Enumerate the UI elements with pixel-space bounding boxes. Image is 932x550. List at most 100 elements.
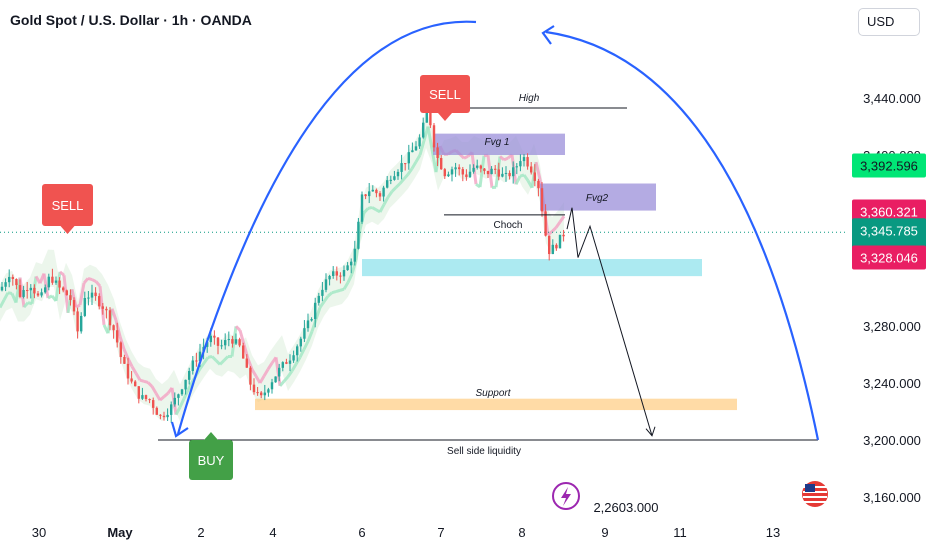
trend-line-segment	[134, 372, 142, 381]
candle-body	[332, 271, 335, 276]
candle-body	[249, 367, 252, 385]
candle-body	[227, 339, 230, 341]
trend-line-segment	[82, 277, 90, 285]
candle-body	[26, 290, 29, 292]
trend-line-segment	[522, 174, 530, 182]
candle-body	[123, 357, 126, 364]
sell-signal-1-pointer	[60, 226, 75, 234]
candle-body	[238, 339, 241, 346]
trend-line-segment	[139, 378, 145, 383]
trend-line-segment	[378, 203, 386, 213]
x-tick-label: 6	[358, 525, 365, 540]
sell-signal-2-box	[420, 75, 470, 113]
trend-line-segment	[242, 344, 250, 360]
trend-line-segment	[266, 362, 274, 371]
sell-signal-2-pointer	[438, 113, 452, 121]
trend-line-segment	[503, 156, 509, 162]
trend-line-segment	[207, 355, 213, 359]
trend-line-segment	[98, 285, 106, 326]
candle-body	[508, 172, 511, 177]
y-tick-label: 3,160.000	[863, 490, 921, 505]
buy-signal-box	[189, 440, 233, 480]
candle-body	[342, 270, 346, 277]
candle-body	[321, 289, 324, 296]
candle-body	[414, 146, 418, 151]
candle-body	[101, 306, 104, 309]
candle-body	[116, 330, 119, 343]
candle-body	[515, 166, 518, 168]
candle-body	[54, 280, 58, 283]
trend-line-segment	[426, 126, 434, 150]
trend-line-segment	[398, 177, 406, 185]
candle-body	[472, 167, 475, 172]
candle-body	[378, 193, 382, 197]
trend-line-segment	[463, 154, 469, 160]
candle-body	[281, 362, 284, 368]
trend-line-segment	[318, 300, 326, 309]
high-label: High	[519, 93, 540, 104]
candle-body	[270, 382, 274, 390]
candle-body	[83, 298, 86, 316]
candle-body	[144, 395, 148, 400]
candle-body	[155, 407, 158, 415]
trend-line-segment	[290, 363, 298, 372]
candle-body	[274, 376, 277, 383]
candle-body	[537, 180, 540, 189]
candle-body	[173, 397, 176, 405]
currency-select[interactable]: USD	[858, 8, 920, 36]
candle-body	[130, 378, 133, 382]
x-tick-label: 2	[197, 525, 204, 540]
candle-body	[548, 235, 551, 255]
candle-body	[188, 370, 191, 380]
candle-body	[184, 379, 187, 390]
candle-body	[119, 342, 122, 358]
candle-body	[159, 414, 162, 416]
candle-body	[440, 158, 443, 170]
trend-line-segment	[110, 308, 118, 321]
candle-body	[141, 395, 144, 399]
x-tick-label: 30	[32, 525, 46, 540]
candle-body	[490, 168, 493, 175]
trend-line-segment	[218, 359, 226, 366]
trend-line-segment	[331, 290, 337, 295]
candle-body	[540, 188, 544, 212]
candle-body	[166, 414, 169, 418]
candle-body	[425, 112, 428, 123]
x-tick-label: 9	[601, 525, 608, 540]
candle-body	[87, 297, 90, 299]
trend-line-segment	[150, 385, 158, 395]
candle-body	[443, 169, 446, 177]
trend-line-segment	[410, 161, 418, 170]
candle-body	[317, 295, 320, 303]
candle-body	[432, 125, 436, 148]
candle-body	[396, 171, 400, 177]
candle-body	[339, 275, 342, 277]
price-tag-magenta	[852, 245, 926, 270]
candle-body	[213, 335, 216, 338]
projection-path	[566, 207, 653, 436]
y-tick-label: 3,440.000	[863, 91, 921, 106]
candle-body	[324, 279, 328, 290]
candle-body	[65, 290, 68, 296]
candle-body	[533, 172, 536, 181]
fvg1-label: Fvg 1	[484, 137, 509, 148]
candle-body	[224, 340, 227, 346]
candle-body	[404, 163, 407, 165]
candle-body	[486, 170, 490, 175]
trend-line-segment	[418, 140, 426, 156]
candle-body	[335, 271, 338, 276]
candle-body	[346, 265, 349, 271]
price-tag-magenta	[852, 199, 926, 224]
candle-body	[558, 234, 562, 249]
trend-ribbon	[0, 110, 564, 422]
trend-line-segment	[367, 205, 373, 210]
candle-body	[310, 319, 313, 321]
trend-line-segment	[94, 280, 102, 288]
x-tick-label: 4	[269, 525, 276, 540]
candle-body	[562, 234, 565, 237]
candle-body	[476, 165, 479, 168]
trend-line-segment	[519, 173, 525, 178]
candle-body	[29, 287, 32, 291]
arc-up	[176, 20, 477, 435]
candle-body	[4, 282, 7, 287]
